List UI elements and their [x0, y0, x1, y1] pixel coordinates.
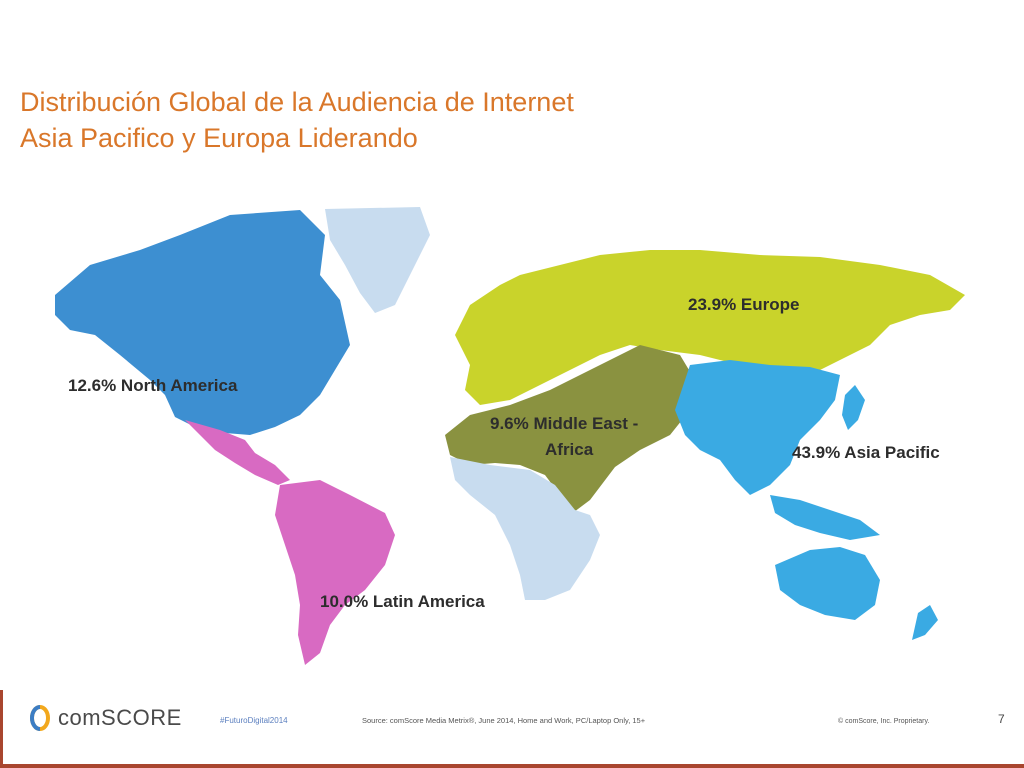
middle-east-africa-label-line2: Africa [545, 440, 594, 459]
middle-east-africa-label-line1: 9.6% Middle East - [490, 414, 638, 433]
asia-pacific-shape [675, 360, 840, 495]
bottom-accent-bar [0, 764, 1024, 768]
europe-label: 23.9% Europe [688, 295, 800, 314]
new-zealand-shape [912, 605, 938, 640]
latin-america-label: 10.0% Latin America [320, 592, 485, 611]
title-line-1: Distribución Global de la Audiencia de I… [20, 87, 574, 117]
asia-pacific-label: 43.9% Asia Pacific [792, 443, 940, 462]
footer-bar [0, 696, 1024, 760]
comscore-logo-icon [30, 705, 50, 731]
north-america-shape [55, 210, 350, 435]
page-number: 7 [998, 712, 1005, 726]
brand-name: comSCORE [58, 705, 182, 730]
left-accent-bar [0, 690, 3, 768]
north-america-label: 12.6% North America [68, 376, 238, 395]
south-america-shape [275, 480, 395, 665]
slide-title: Distribución Global de la Audiencia de I… [20, 84, 574, 156]
sub-saharan-africa-shape [450, 457, 600, 600]
southeast-asia-shape [770, 495, 880, 540]
world-map: 12.6% North America 23.9% Europe 9.6% Mi… [55, 207, 965, 665]
copyright-note: © comScore, Inc. Proprietary. [838, 718, 930, 725]
japan-shape [842, 385, 865, 430]
europe-shape [455, 250, 965, 405]
title-line-2: Asia Pacifico y Europa Liderando [20, 123, 418, 153]
greenland-shape [325, 207, 430, 313]
comscore-logo: comSCORE [30, 705, 182, 731]
hashtag-link[interactable]: #FuturoDigital2014 [220, 716, 288, 725]
middle-east-africa-shape [445, 345, 695, 515]
source-note: Source: comScore Media Metrix®, June 201… [362, 716, 646, 725]
central-america-shape [185, 420, 290, 485]
australia-shape [775, 547, 880, 620]
slide-footer: comSCORE #FuturoDigital2014 Source: comS… [0, 690, 1024, 768]
